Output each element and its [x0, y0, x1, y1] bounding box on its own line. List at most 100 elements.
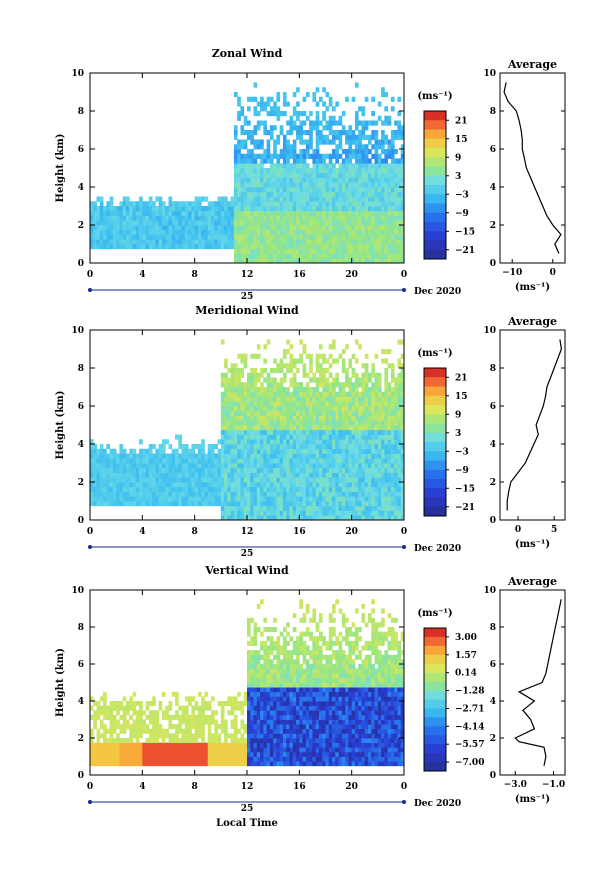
- heatmap-cell: [400, 486, 405, 492]
- heatmap-cell: [273, 477, 277, 483]
- heatmap-cell: [266, 201, 271, 207]
- heatmap-cell: [269, 482, 274, 488]
- heatmap-cell: [237, 391, 241, 397]
- heatmap-cell: [309, 458, 313, 464]
- heatmap-cell: [93, 229, 97, 235]
- heatmap-cell: [155, 244, 160, 250]
- heatmap-cell: [243, 401, 248, 407]
- heatmap-cell: [390, 191, 395, 197]
- colorbar-swatch: [424, 442, 446, 452]
- heatmap-cell: [116, 491, 120, 497]
- x-tick-label: 0: [87, 270, 93, 280]
- heatmap-cell: [145, 486, 150, 492]
- heatmap-cell: [188, 482, 192, 488]
- heatmap-cell: [129, 742, 133, 748]
- heatmap-cell: [197, 448, 202, 454]
- heatmap-cell: [233, 439, 238, 445]
- heatmap-cell: [338, 425, 343, 431]
- heatmap-cell: [309, 201, 313, 207]
- heatmap-cell: [400, 144, 405, 150]
- heatmap-cell: [273, 177, 277, 183]
- heatmap-cell: [269, 410, 274, 416]
- y-tick-label: 6: [78, 402, 84, 412]
- heatmap-cell: [247, 439, 251, 445]
- heatmap-cell: [224, 477, 228, 483]
- heatmap-cell: [184, 482, 189, 488]
- heatmap-cell: [282, 153, 287, 159]
- heatmap-cell: [256, 467, 261, 473]
- heatmap-cell: [292, 429, 297, 435]
- heatmap-cell: [282, 248, 287, 254]
- heatmap-cell: [351, 420, 356, 426]
- heatmap-cell: [368, 172, 372, 178]
- heatmap-cell: [201, 229, 205, 235]
- heatmap-cell: [394, 220, 398, 226]
- heatmap-cell: [211, 756, 215, 762]
- heatmap-cell: [318, 96, 323, 102]
- heatmap-cell: [348, 177, 353, 183]
- heatmap-cell: [364, 467, 369, 473]
- heatmap-cell: [309, 420, 313, 426]
- heatmap-cell: [106, 496, 111, 502]
- heatmap-cell: [96, 742, 101, 748]
- heatmap-cell: [250, 220, 254, 226]
- heatmap-cell: [361, 515, 366, 521]
- heatmap-cell: [96, 467, 101, 473]
- heatmap-cell: [181, 496, 186, 502]
- heatmap-cell: [302, 491, 307, 497]
- heatmap-cell: [233, 196, 238, 202]
- heatmap-cell: [387, 458, 392, 464]
- heatmap-cell: [145, 244, 150, 250]
- heatmap-cell: [368, 377, 372, 383]
- heatmap-cell: [325, 482, 330, 488]
- heatmap-cell: [161, 234, 166, 240]
- heatmap-cell: [348, 187, 353, 193]
- heatmap-cell: [276, 425, 281, 431]
- heatmap-cell: [135, 724, 140, 730]
- heatmap-cell: [122, 225, 127, 231]
- heatmap-cell: [387, 144, 392, 150]
- heatmap-cell: [152, 751, 156, 757]
- heatmap-cell: [354, 510, 359, 516]
- heatmap-cell: [364, 477, 369, 483]
- heatmap-cell: [233, 153, 238, 159]
- heatmap-cell: [253, 196, 258, 202]
- heatmap-cell: [247, 149, 251, 155]
- heatmap-cell: [266, 196, 271, 202]
- heatmap-cell: [181, 751, 186, 757]
- heatmap-cell: [394, 172, 398, 178]
- heatmap-cell: [341, 444, 346, 450]
- heatmap-cell: [338, 134, 343, 140]
- heatmap-cell: [227, 244, 232, 250]
- heatmap-cell: [253, 191, 258, 197]
- heatmap-cell: [289, 477, 294, 483]
- heatmap-cell: [233, 149, 238, 155]
- heatmap-cell: [325, 106, 330, 112]
- heatmap-cell: [233, 244, 238, 250]
- heatmap-cell: [351, 239, 356, 245]
- heatmap-cell: [322, 125, 326, 131]
- heatmap-cell: [175, 434, 179, 440]
- heatmap-cell: [364, 239, 369, 245]
- heatmap-cell: [112, 756, 117, 762]
- heatmap-cell: [253, 234, 258, 240]
- heatmap-cell: [286, 425, 290, 431]
- heatmap-cell: [224, 210, 228, 216]
- heatmap-cell: [335, 134, 339, 140]
- heatmap-cell: [171, 501, 176, 507]
- heatmap-cell: [269, 458, 274, 464]
- heatmap-cell: [384, 239, 389, 245]
- heatmap-cell: [266, 130, 271, 136]
- heatmap-cell: [381, 210, 385, 216]
- heatmap-cell: [397, 244, 402, 250]
- heatmap-cell: [332, 210, 336, 216]
- heatmap-cell: [400, 220, 405, 226]
- heatmap-cell: [371, 201, 375, 207]
- heatmap-cell: [302, 467, 307, 473]
- heatmap-cell: [125, 747, 130, 753]
- heatmap-cell: [338, 210, 343, 216]
- heatmap-cell: [148, 482, 153, 488]
- heatmap-cell: [135, 486, 140, 492]
- heatmap-cell: [165, 501, 169, 507]
- heatmap-cell: [253, 482, 258, 488]
